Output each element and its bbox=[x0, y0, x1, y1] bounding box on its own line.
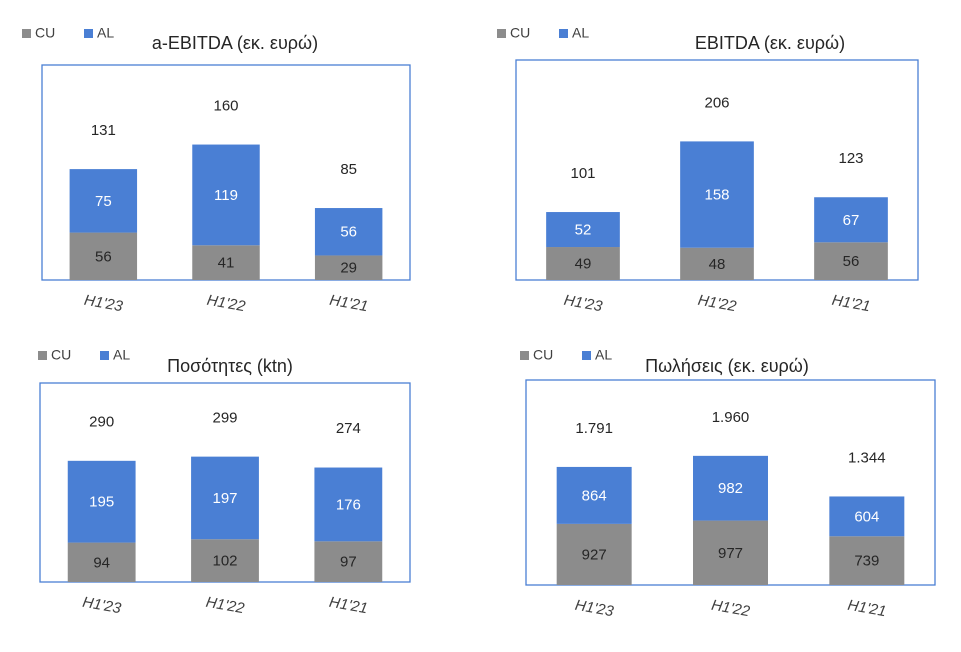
data-label: 927 bbox=[582, 546, 607, 563]
legend-swatch bbox=[559, 29, 568, 38]
legend-label: AL bbox=[113, 347, 130, 363]
bar-segment bbox=[693, 520, 768, 585]
legend-swatch bbox=[38, 351, 47, 360]
chart-panel: a-EBITDA (εκ. ευρώ) CU AL 56 75 131 H1'23 41 119… bbox=[22, 25, 411, 316]
total-label: 206 bbox=[704, 94, 729, 111]
data-label: 158 bbox=[704, 187, 729, 204]
category-label: H1'21 bbox=[831, 292, 872, 315]
legend-label: CU bbox=[35, 25, 55, 41]
total-label: 290 bbox=[89, 413, 114, 430]
total-label: 1.960 bbox=[712, 409, 750, 426]
legend-swatch bbox=[520, 351, 529, 360]
bar-segment bbox=[191, 539, 259, 582]
data-label: 197 bbox=[212, 490, 237, 507]
data-label: 49 bbox=[575, 255, 592, 272]
total-label: 1.344 bbox=[848, 449, 886, 466]
category-label: H1'23 bbox=[81, 594, 123, 618]
bar-segment bbox=[814, 242, 888, 280]
legend-label: CU bbox=[533, 347, 553, 363]
bar-segment bbox=[556, 523, 632, 585]
legend-label: CU bbox=[51, 347, 71, 363]
legend-label: CU bbox=[510, 25, 530, 41]
data-label: 41 bbox=[218, 255, 235, 272]
bar-segment bbox=[546, 247, 620, 280]
category-label: H1'23 bbox=[83, 292, 125, 316]
bar-segment bbox=[314, 541, 383, 582]
bar-segment bbox=[829, 496, 905, 537]
legend-label: AL bbox=[97, 25, 114, 41]
chart-panel: EBITDA (εκ. ευρώ) CU AL 49 52 101 H1'23 48 158 20… bbox=[497, 25, 919, 316]
data-label: 739 bbox=[854, 553, 879, 570]
chart-title: a-EBITDA (εκ. ευρώ) bbox=[152, 33, 318, 53]
data-label: 56 bbox=[843, 253, 860, 270]
data-label: 67 bbox=[843, 212, 860, 229]
total-label: 101 bbox=[570, 165, 595, 182]
total-label: 85 bbox=[340, 161, 357, 178]
bar-segment bbox=[314, 208, 383, 256]
chart-title: EBITDA (εκ. ευρώ) bbox=[695, 33, 845, 53]
category-label: H1'21 bbox=[328, 594, 369, 617]
category-label: H1'23 bbox=[574, 597, 616, 621]
chart-title: Πωλήσεις (εκ. ευρώ) bbox=[645, 356, 809, 376]
chart-panel: Πωλήσεις (εκ. ευρώ) CU AL 927 864 1.791 H1'23 9… bbox=[520, 347, 936, 621]
legend-label: AL bbox=[572, 25, 589, 41]
total-label: 160 bbox=[213, 98, 238, 115]
legend-swatch bbox=[22, 29, 31, 38]
bar-segment bbox=[829, 536, 905, 585]
data-label: 982 bbox=[718, 480, 743, 497]
legend-swatch bbox=[84, 29, 93, 38]
data-label: 195 bbox=[89, 494, 114, 511]
category-label: H1'22 bbox=[205, 594, 247, 618]
category-label: H1'23 bbox=[563, 292, 605, 316]
category-label: H1'22 bbox=[710, 597, 752, 621]
data-label: 119 bbox=[214, 187, 238, 204]
category-label: H1'21 bbox=[328, 292, 369, 315]
category-label: H1'22 bbox=[697, 292, 739, 316]
category-label: H1'22 bbox=[206, 292, 248, 316]
legend-swatch bbox=[497, 29, 506, 38]
data-label: 48 bbox=[709, 256, 726, 273]
bar-segment bbox=[69, 232, 138, 280]
data-label: 102 bbox=[212, 553, 237, 570]
data-label: 94 bbox=[93, 554, 110, 571]
data-label: 75 bbox=[95, 193, 112, 210]
total-label: 299 bbox=[212, 410, 237, 427]
legend-swatch bbox=[582, 351, 591, 360]
category-label: H1'21 bbox=[846, 597, 887, 620]
data-label: 97 bbox=[340, 554, 357, 571]
bar-segment bbox=[191, 456, 259, 540]
data-label: 977 bbox=[718, 545, 743, 562]
bar-segment bbox=[314, 467, 383, 542]
bar-segment bbox=[693, 455, 768, 521]
data-label: 176 bbox=[336, 496, 361, 513]
bar-segment bbox=[680, 141, 754, 248]
bar-segment bbox=[67, 460, 136, 543]
total-label: 123 bbox=[838, 150, 863, 167]
total-label: 1.791 bbox=[575, 420, 613, 437]
data-label: 29 bbox=[340, 260, 357, 277]
data-label: 604 bbox=[854, 508, 879, 525]
bar-segment bbox=[314, 255, 383, 280]
legend-swatch bbox=[100, 351, 109, 360]
bar-segment bbox=[192, 144, 260, 246]
legend-label: AL bbox=[595, 347, 612, 363]
bar-segment bbox=[556, 466, 632, 524]
data-label: 56 bbox=[95, 248, 112, 265]
data-label: 864 bbox=[582, 487, 607, 504]
bar-segment bbox=[69, 169, 138, 233]
bar-segment bbox=[814, 197, 888, 243]
total-label: 131 bbox=[91, 122, 116, 139]
chart-panel: Ποσότητες (ktn) CU AL 94 195 290 H1'23 102 197 29… bbox=[38, 347, 411, 618]
chart-title: Ποσότητες (ktn) bbox=[167, 356, 293, 376]
data-label: 56 bbox=[340, 224, 357, 241]
bar-segment bbox=[680, 247, 754, 280]
bar-segment bbox=[192, 245, 260, 280]
data-label: 52 bbox=[575, 222, 592, 239]
bar-segment bbox=[546, 212, 620, 248]
bar-segment bbox=[67, 542, 136, 582]
total-label: 274 bbox=[336, 420, 361, 437]
